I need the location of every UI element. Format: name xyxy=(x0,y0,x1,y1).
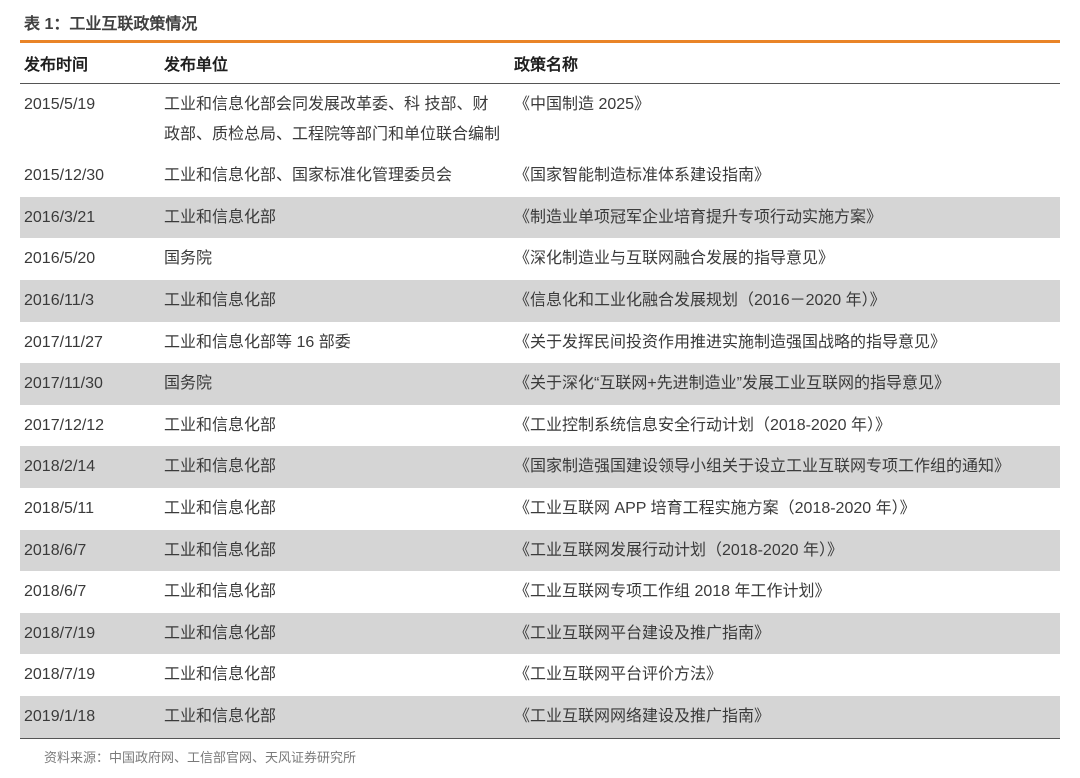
table-row: 2018/5/11工业和信息化部《工业互联网 APP 培育工程实施方案（2018… xyxy=(20,488,1060,530)
cell-date: 2016/3/21 xyxy=(20,197,160,239)
table-row: 2016/3/21工业和信息化部《制造业单项冠军企业培育提升专项行动实施方案》 xyxy=(20,197,1060,239)
cell-policy: 《工业互联网专项工作组 2018 年工作计划》 xyxy=(510,571,1060,613)
cell-issuer: 工业和信息化部 xyxy=(160,654,510,696)
cell-policy: 《信息化和工业化融合发展规划（2016－2020 年）》 xyxy=(510,280,1060,322)
col-header-issuer: 发布单位 xyxy=(160,42,510,84)
cell-issuer: 工业和信息化部 xyxy=(160,613,510,655)
table-row: 2017/12/12工业和信息化部《工业控制系统信息安全行动计划（2018-20… xyxy=(20,405,1060,447)
cell-policy: 《国家智能制造标准体系建设指南》 xyxy=(510,155,1060,197)
table-row: 2019/1/18工业和信息化部《工业互联网网络建设及推广指南》 xyxy=(20,696,1060,738)
cell-issuer: 工业和信息化部 xyxy=(160,530,510,572)
policy-table: 发布时间 发布单位 政策名称 2015/5/19工业和信息化部会同发展改革委、科… xyxy=(20,40,1060,739)
cell-date: 2015/5/19 xyxy=(20,84,160,156)
cell-policy: 《国家制造强国建设领导小组关于设立工业互联网专项工作组的通知》 xyxy=(510,446,1060,488)
cell-policy: 《工业互联网平台建设及推广指南》 xyxy=(510,613,1060,655)
cell-issuer: 工业和信息化部 xyxy=(160,405,510,447)
cell-date: 2018/7/19 xyxy=(20,613,160,655)
table-row: 2018/6/7工业和信息化部《工业互联网专项工作组 2018 年工作计划》 xyxy=(20,571,1060,613)
table-row: 2016/11/3工业和信息化部《信息化和工业化融合发展规划（2016－2020… xyxy=(20,280,1060,322)
col-header-policy: 政策名称 xyxy=(510,42,1060,84)
table-title: 表 1：工业互联政策情况 xyxy=(20,6,1060,40)
cell-policy: 《工业互联网发展行动计划（2018-2020 年）》 xyxy=(510,530,1060,572)
cell-policy: 《关于发挥民间投资作用推进实施制造强国战略的指导意见》 xyxy=(510,322,1060,364)
cell-issuer: 工业和信息化部会同发展改革委、科 技部、财政部、质检总局、工程院等部门和单位联合… xyxy=(160,84,510,156)
cell-policy: 《工业控制系统信息安全行动计划（2018-2020 年）》 xyxy=(510,405,1060,447)
cell-date: 2016/11/3 xyxy=(20,280,160,322)
cell-policy: 《关于深化“互联网+先进制造业”发展工业互联网的指导意见》 xyxy=(510,363,1060,405)
table-row: 2018/6/7工业和信息化部《工业互联网发展行动计划（2018-2020 年）… xyxy=(20,530,1060,572)
table-body: 2015/5/19工业和信息化部会同发展改革委、科 技部、财政部、质检总局、工程… xyxy=(20,84,1060,739)
data-source-note: 资料来源：中国政府网、工信部官网、天风证券研究所 xyxy=(20,739,1060,766)
cell-date: 2017/11/30 xyxy=(20,363,160,405)
cell-date: 2017/11/27 xyxy=(20,322,160,364)
cell-issuer: 工业和信息化部 xyxy=(160,280,510,322)
table-row: 2016/5/20国务院《深化制造业与互联网融合发展的指导意见》 xyxy=(20,238,1060,280)
cell-date: 2018/7/19 xyxy=(20,654,160,696)
cell-issuer: 工业和信息化部 xyxy=(160,446,510,488)
cell-date: 2018/6/7 xyxy=(20,571,160,613)
cell-date: 2019/1/18 xyxy=(20,696,160,738)
cell-policy: 《工业互联网 APP 培育工程实施方案（2018-2020 年）》 xyxy=(510,488,1060,530)
table-row: 2015/5/19工业和信息化部会同发展改革委、科 技部、财政部、质检总局、工程… xyxy=(20,84,1060,156)
cell-policy: 《工业互联网平台评价方法》 xyxy=(510,654,1060,696)
cell-date: 2015/12/30 xyxy=(20,155,160,197)
cell-date: 2017/12/12 xyxy=(20,405,160,447)
cell-issuer: 工业和信息化部 xyxy=(160,488,510,530)
cell-policy: 《制造业单项冠军企业培育提升专项行动实施方案》 xyxy=(510,197,1060,239)
table-row: 2017/11/27工业和信息化部等 16 部委《关于发挥民间投资作用推进实施制… xyxy=(20,322,1060,364)
cell-date: 2018/5/11 xyxy=(20,488,160,530)
cell-date: 2018/6/7 xyxy=(20,530,160,572)
table-row: 2018/7/19工业和信息化部《工业互联网平台评价方法》 xyxy=(20,654,1060,696)
table-container: 表 1：工业互联政策情况 发布时间 发布单位 政策名称 2015/5/19工业和… xyxy=(0,0,1080,778)
table-header-row: 发布时间 发布单位 政策名称 xyxy=(20,42,1060,84)
cell-date: 2016/5/20 xyxy=(20,238,160,280)
cell-issuer: 工业和信息化部等 16 部委 xyxy=(160,322,510,364)
cell-issuer: 国务院 xyxy=(160,238,510,280)
cell-policy: 《中国制造 2025》 xyxy=(510,84,1060,156)
cell-issuer: 工业和信息化部 xyxy=(160,197,510,239)
cell-policy: 《深化制造业与互联网融合发展的指导意见》 xyxy=(510,238,1060,280)
cell-issuer: 工业和信息化部 xyxy=(160,571,510,613)
cell-issuer: 国务院 xyxy=(160,363,510,405)
cell-issuer: 工业和信息化部、国家标准化管理委员会 xyxy=(160,155,510,197)
cell-issuer: 工业和信息化部 xyxy=(160,696,510,738)
table-row: 2017/11/30国务院《关于深化“互联网+先进制造业”发展工业互联网的指导意… xyxy=(20,363,1060,405)
table-row: 2015/12/30工业和信息化部、国家标准化管理委员会《国家智能制造标准体系建… xyxy=(20,155,1060,197)
table-row: 2018/2/14工业和信息化部《国家制造强国建设领导小组关于设立工业互联网专项… xyxy=(20,446,1060,488)
cell-policy: 《工业互联网网络建设及推广指南》 xyxy=(510,696,1060,738)
cell-date: 2018/2/14 xyxy=(20,446,160,488)
table-row: 2018/7/19工业和信息化部《工业互联网平台建设及推广指南》 xyxy=(20,613,1060,655)
col-header-date: 发布时间 xyxy=(20,42,160,84)
